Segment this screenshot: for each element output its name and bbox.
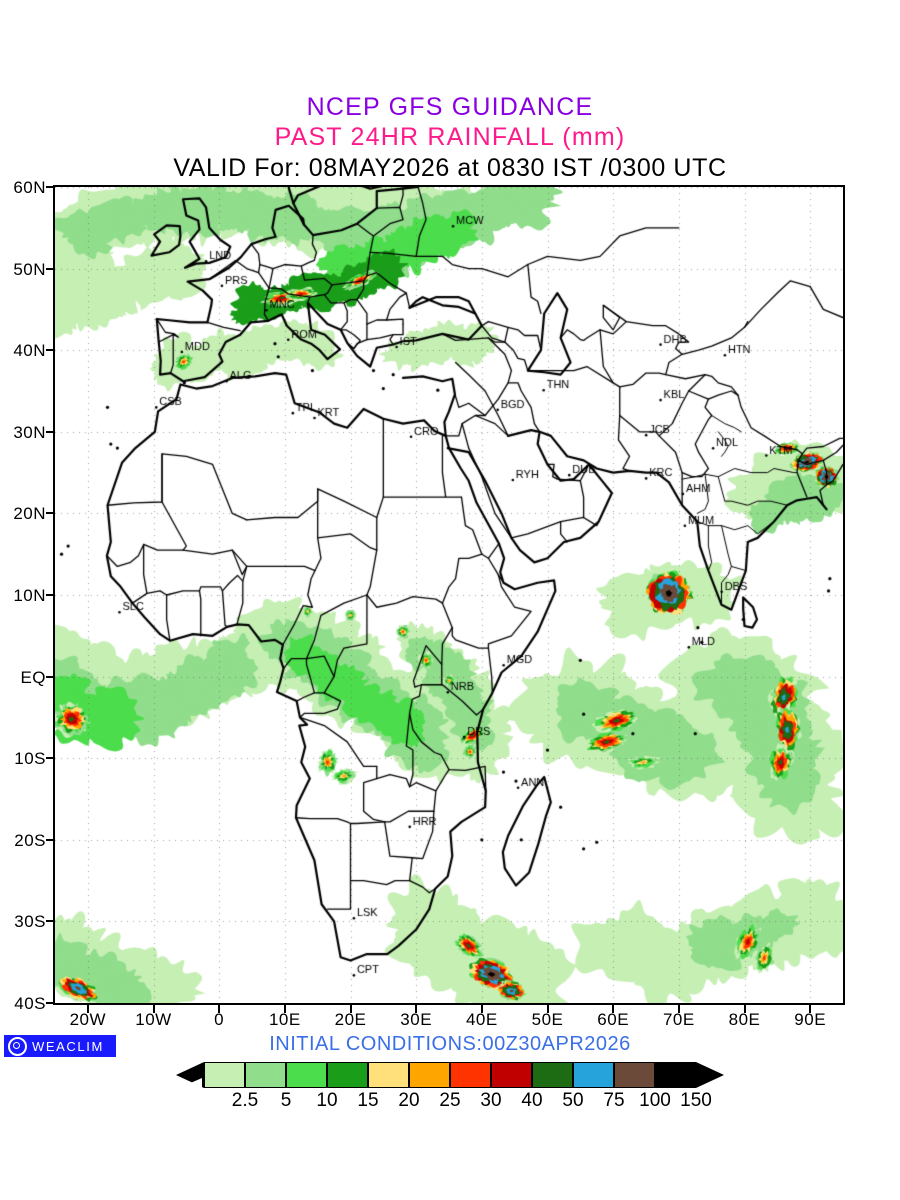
y-axis-tick-mark [46,349,54,352]
colorbar-cell [409,1062,450,1088]
colorbar-cell [614,1062,655,1088]
model-name-title: NCEP GFS GUIDANCE [306,93,594,121]
colorbar-cell [450,1062,491,1088]
x-axis-tick-mark [743,1005,746,1013]
colorbar-tick-label: 25 [439,1090,461,1111]
y-axis-tick-mark [46,1002,54,1004]
weaclim-brand-label: WEACLIM [32,1038,104,1054]
x-axis-tick-label: 20W [69,1010,107,1029]
y-axis-tick-label: 20S [14,830,46,850]
x-axis-tick-mark [218,1005,221,1013]
y-axis-tick-mark [46,267,54,270]
x-axis-tick-mark [283,1005,286,1013]
y-axis-tick-label: 20N [13,504,46,524]
x-axis-tick-mark [415,1005,418,1013]
x-axis-tick-label: 50E [531,1010,564,1029]
x-axis-tick-label: 70E [662,1010,695,1029]
y-axis-tick-label: 10S [14,749,46,769]
colorbar-cell [245,1062,286,1088]
x-axis-tick-label: 10W [135,1010,172,1029]
rainfall-colorbar: 2.5 5 10 15 20 25 30 40 50 75 100 150 [176,1062,724,1120]
y-axis-tick-mark [46,920,54,923]
weaclim-brand-badge: WEACLIM [4,1035,116,1057]
y-axis-tick-label: 60N [13,178,46,197]
x-axis-tick-mark [152,1005,155,1013]
x-axis-tick-label: 30E [400,1010,433,1029]
y-axis-tick-label: 50N [13,259,46,279]
x-axis-tick-mark [809,1005,812,1013]
colorbar-tick-label: 5 [280,1090,292,1111]
variable-title: PAST 24HR RAINFALL (mm) [274,123,626,151]
y-axis-tick-label: 30N [13,422,46,442]
x-axis-tick-mark [546,1005,549,1013]
colorbar-tick-label: 15 [357,1090,379,1111]
colorbar-underflow-arrow-icon [176,1062,204,1098]
colorbar-tick-label: 150 [680,1090,712,1111]
y-axis-tick-label: 10N [13,586,46,605]
x-axis-tick-label: 20E [334,1010,367,1029]
x-axis-tick-mark [86,1005,89,1013]
x-axis-tick-label: 90E [794,1010,827,1029]
colorbar-cell [655,1062,696,1088]
x-axis-tick-label: 80E [728,1010,761,1029]
x-axis-tick-label: 40E [465,1010,498,1029]
rainfall-map-canvas [55,187,843,1003]
x-axis-tick-mark [677,1005,680,1013]
y-axis-tick-mark [46,757,54,760]
y-axis-tick-label: 40N [13,341,46,361]
colorbar-cell [491,1062,532,1088]
colorbar-tick-label: 2.5 [231,1090,259,1111]
initial-conditions-label: INITIAL CONDITIONS:00Z30APR2026 [269,1033,631,1055]
colorbar-overflow-arrow-icon [696,1062,724,1088]
colorbar-cell [532,1062,573,1088]
y-axis-tick-label: EQ [20,667,46,687]
colorbar-tick-label: 10 [316,1090,338,1111]
valid-time-title: VALID For: 08MAY2026 at 0830 IST /0300 U… [173,154,727,182]
x-axis-tick-label: 0 [214,1010,225,1029]
colorbar-cell [573,1062,614,1088]
x-axis-tick-mark [612,1005,615,1013]
colorbar-cell [368,1062,409,1088]
circle-logo-icon [8,1036,27,1056]
y-axis-tick-label: 40S [14,994,46,1013]
colorbar-tick-label: 100 [639,1090,671,1111]
y-axis-tick-mark [46,675,54,678]
y-axis-tick-mark [46,186,54,188]
colorbar-tick-label: 30 [480,1090,502,1111]
colorbar-cell [286,1062,327,1088]
colorbar-tick-label: 20 [398,1090,420,1111]
colorbar-strip [176,1062,724,1088]
y-axis-tick-mark [46,838,54,841]
colorbar-tick-label: 50 [562,1090,584,1111]
colorbar-tick-label: 40 [521,1090,543,1111]
colorbar-tick-label: 75 [603,1090,625,1111]
colorbar-cell [204,1062,245,1088]
map-plot-frame [53,185,845,1005]
y-axis-tick-mark [46,512,54,515]
x-axis-tick-mark [480,1005,483,1013]
colorbar-cell [327,1062,368,1088]
chart-title-block: NCEP GFS GUIDANCE PAST 24HR RAINFALL (mm… [0,92,900,184]
x-axis-tick-label: 60E [597,1010,630,1029]
x-axis-tick-label: 10E [268,1010,301,1029]
y-axis-tick-mark [46,594,54,596]
x-axis-tick-mark [349,1005,352,1013]
y-axis-tick-label: 30S [14,912,46,932]
y-axis-tick-mark [46,430,54,433]
